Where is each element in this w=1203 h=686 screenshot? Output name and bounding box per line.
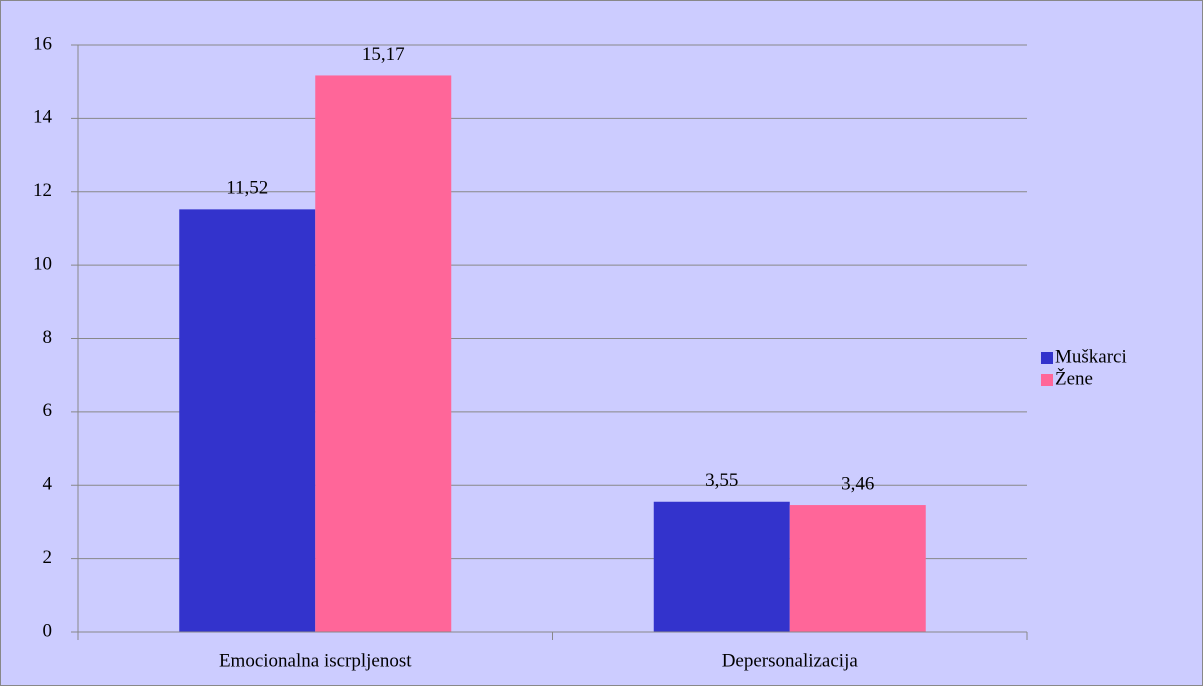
- value-label: 3,55: [705, 470, 738, 491]
- y-tick-label: 14: [33, 107, 53, 128]
- value-label: 11,52: [226, 178, 268, 199]
- bar: [789, 505, 926, 632]
- bar: [315, 75, 452, 632]
- y-tick-label: 2: [43, 547, 53, 568]
- legend-swatch: [1041, 352, 1053, 364]
- y-tick-label: 4: [43, 474, 53, 495]
- x-tick-label: Emocionalna iscrpljenost: [219, 650, 412, 671]
- legend-label: Žene: [1055, 367, 1093, 389]
- y-tick-label: 10: [33, 253, 52, 274]
- value-label: 3,46: [841, 473, 874, 494]
- bar: [179, 209, 316, 633]
- y-tick-label: 6: [43, 400, 53, 421]
- x-tick-label: Depersonalizacija: [722, 650, 859, 671]
- y-tick-label: 0: [43, 620, 53, 641]
- legend-swatch: [1041, 374, 1053, 386]
- y-tick-label: 12: [33, 180, 52, 201]
- value-label: 15,17: [362, 44, 405, 65]
- bar: [653, 501, 790, 632]
- y-tick-label: 16: [33, 33, 52, 54]
- y-tick-label: 8: [43, 327, 53, 348]
- legend-label: Muškarci: [1055, 346, 1127, 367]
